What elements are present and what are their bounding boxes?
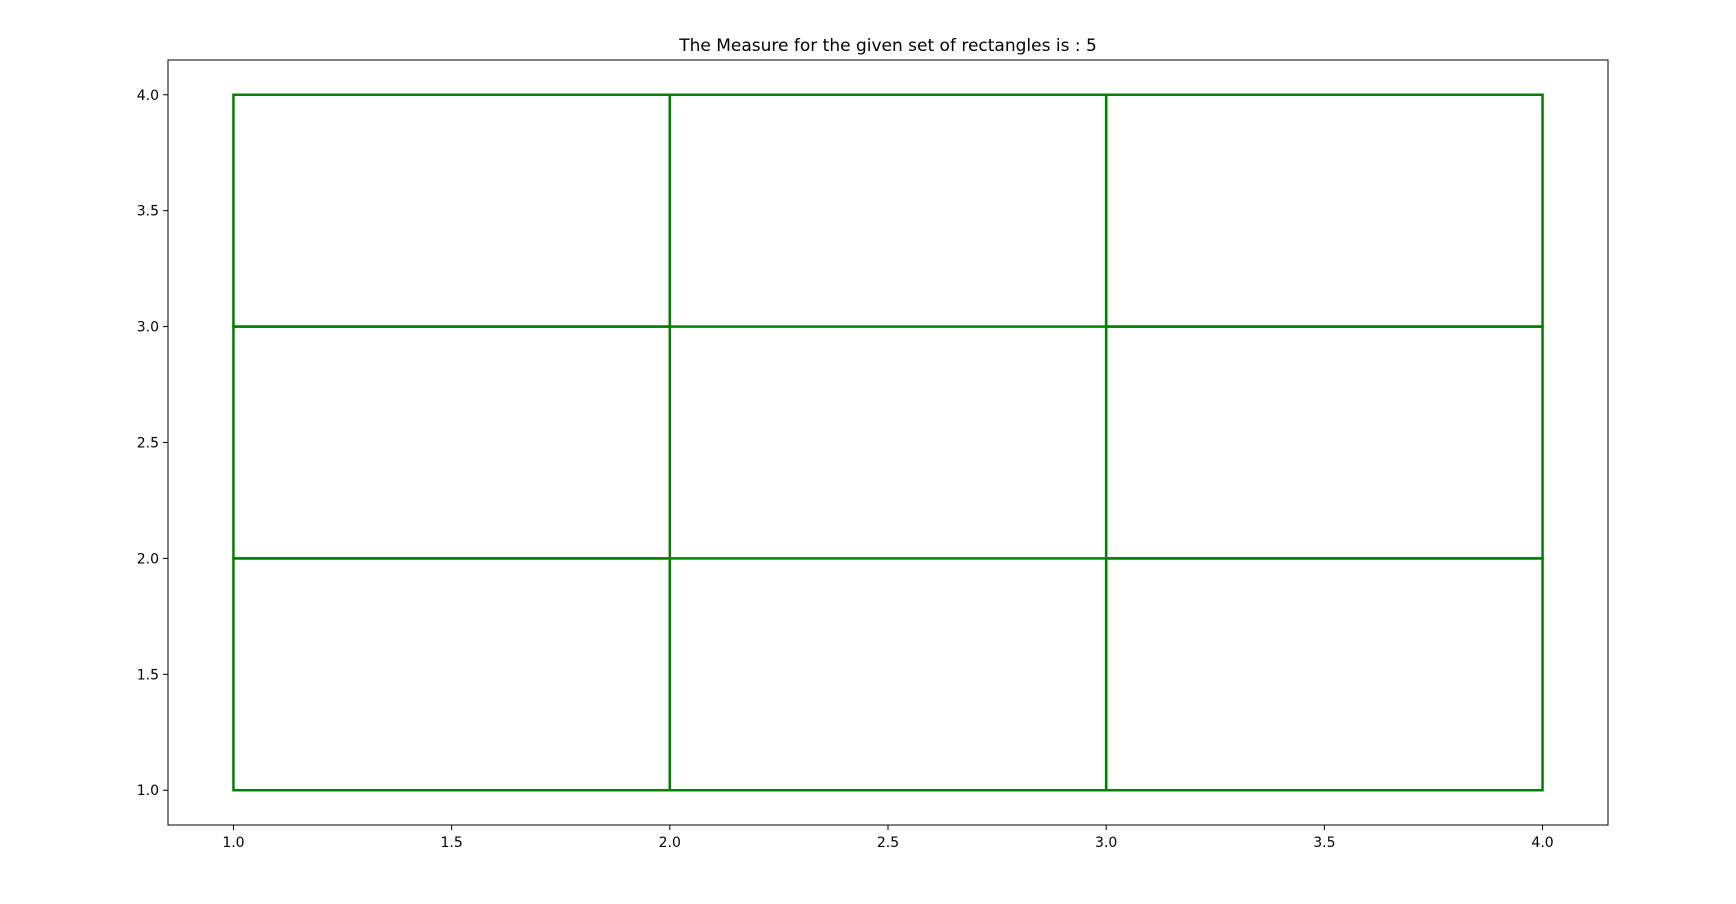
x-tick-label: 2.5 [877,835,899,851]
rectangle-4 [1104,93,1544,328]
x-tick-label: 1.5 [441,835,463,851]
chart-title: The Measure for the given set of rectang… [678,36,1097,56]
axes-frame [167,59,1609,826]
y-tick-label: 2.0 [137,551,159,567]
y-tick-label: 4.0 [137,88,159,104]
rectangle-1 [232,557,672,792]
plot-area: 1.0 1.5 2.0 2.5 3.0 3.5 4.0 1.0 1.5 2.0 2.5 3.0 3.5 4… [137,59,1609,851]
y-tick-label: 2.5 [137,436,159,452]
x-tick-label: 3.0 [1095,835,1117,851]
y-tick-label: 3.5 [137,204,159,220]
y-tick-label: 3.0 [137,320,159,336]
rectangle-5 [232,325,1544,560]
x-tick-label: 3.5 [1313,835,1335,851]
y-tick-label: 1.5 [137,667,159,683]
x-tick-label: 1.0 [222,835,244,851]
y-tick-label: 1.0 [137,783,159,799]
rectangle-2 [1104,557,1544,792]
x-tick-label: 2.0 [659,835,681,851]
rectangle-3 [232,93,672,328]
rectangle-6 [668,93,1108,792]
x-tick-label: 4.0 [1531,835,1553,851]
